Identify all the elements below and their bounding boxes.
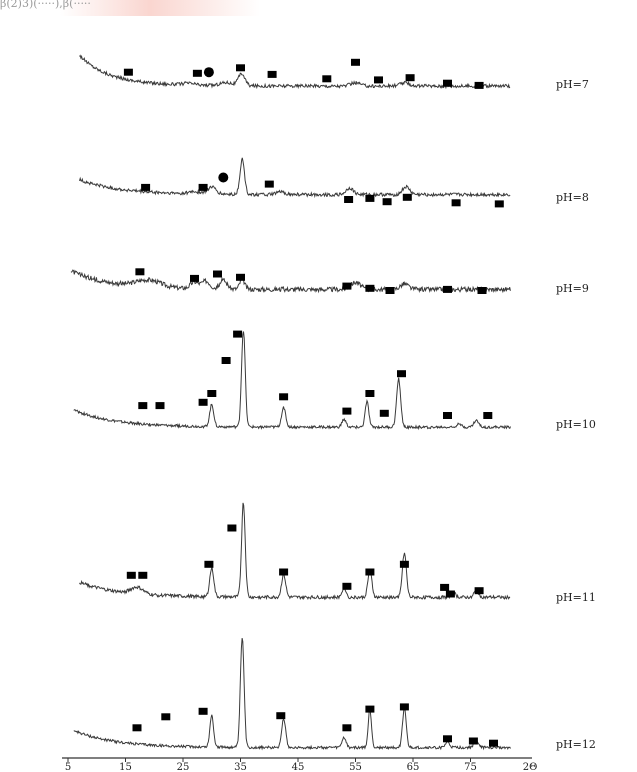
square-marker	[351, 58, 360, 66]
square-marker	[213, 270, 222, 278]
square-marker	[342, 282, 352, 290]
square-marker	[443, 412, 452, 419]
square-marker	[236, 64, 245, 72]
square-marker	[198, 183, 208, 191]
square-marker	[385, 287, 395, 294]
square-marker	[374, 76, 383, 84]
square-marker	[342, 582, 352, 590]
square-marker	[198, 398, 208, 406]
square-marker	[474, 587, 484, 595]
square-marker	[344, 196, 354, 203]
trace-pH=11	[79, 502, 511, 601]
square-marker	[443, 735, 452, 743]
square-marker	[402, 193, 412, 201]
square-marker	[221, 357, 231, 364]
x-tick-label: 5	[65, 762, 71, 772]
square-marker	[399, 560, 409, 568]
series-label: pH=10	[556, 418, 596, 431]
square-marker	[399, 703, 409, 711]
marker-group	[123, 58, 504, 747]
x-tick-label: 55	[349, 762, 362, 772]
square-marker	[138, 571, 148, 579]
series-label: pH=12	[556, 738, 596, 751]
square-marker	[443, 79, 452, 87]
x-tick-label: 25	[177, 762, 190, 772]
square-marker	[198, 707, 208, 715]
square-marker	[342, 407, 352, 415]
x-tick-label: 35	[234, 762, 247, 772]
square-marker	[322, 75, 332, 83]
square-marker	[483, 412, 493, 419]
square-marker	[468, 737, 478, 745]
x-axis-unit-label: 2Θ	[523, 762, 538, 772]
square-marker	[190, 274, 199, 282]
square-marker	[233, 330, 243, 338]
x-tick-label: 15	[119, 762, 132, 772]
square-marker	[477, 287, 487, 294]
square-marker	[264, 180, 274, 188]
square-marker	[489, 739, 498, 747]
series-label-group: pH=7 pH=8 pH=9 pH=10 pH=11 pH=12	[556, 78, 596, 751]
square-marker	[405, 74, 415, 82]
square-marker	[135, 268, 145, 276]
circle-marker	[203, 67, 214, 78]
series-label: pH=8	[556, 191, 589, 204]
square-marker	[123, 68, 133, 76]
square-marker	[279, 393, 289, 401]
square-marker	[365, 705, 375, 713]
square-marker	[451, 199, 461, 207]
square-marker	[276, 712, 286, 720]
series-label: pH=9	[556, 282, 589, 295]
square-marker	[207, 390, 217, 397]
square-marker	[227, 524, 237, 532]
square-marker	[132, 724, 142, 732]
square-marker	[279, 568, 289, 576]
square-marker	[141, 183, 151, 191]
square-marker	[443, 285, 452, 293]
square-marker	[365, 284, 375, 292]
square-marker	[445, 590, 455, 598]
square-marker	[161, 713, 171, 721]
x-axis: 5 15 25 35 45 55 65 75 2Θ	[62, 757, 538, 772]
square-marker	[204, 560, 214, 568]
x-tick-label: 65	[407, 762, 420, 772]
square-marker	[365, 194, 375, 202]
square-marker	[474, 81, 484, 89]
square-marker	[382, 198, 392, 206]
circle-marker	[218, 172, 229, 183]
square-marker	[379, 409, 389, 417]
series-label: pH=7	[556, 78, 589, 91]
header-bar: β(2)3)(·····),β(·····	[0, 0, 637, 18]
trace-pH=7	[79, 54, 511, 90]
square-marker	[342, 724, 352, 732]
trace-pH=12	[73, 638, 511, 751]
square-marker	[494, 200, 504, 208]
square-marker	[440, 583, 450, 591]
trace-pH=9	[70, 269, 511, 294]
trace-pH=8	[79, 157, 511, 199]
square-marker	[365, 568, 375, 576]
square-marker	[138, 402, 148, 410]
header-highlight	[60, 0, 260, 16]
trace-group	[70, 54, 511, 751]
square-marker	[365, 390, 375, 397]
square-marker	[397, 370, 406, 378]
x-tick-label: 75	[464, 762, 477, 772]
square-marker	[267, 70, 277, 78]
square-marker	[192, 69, 202, 77]
square-marker	[155, 402, 165, 410]
square-marker	[126, 571, 136, 579]
square-marker	[236, 273, 245, 281]
trace-pH=10	[73, 331, 511, 431]
header-fragment-text: β(2)3)(·····),β(·····	[0, 0, 91, 10]
x-tick-label: 45	[292, 762, 305, 772]
series-label: pH=11	[556, 591, 596, 604]
